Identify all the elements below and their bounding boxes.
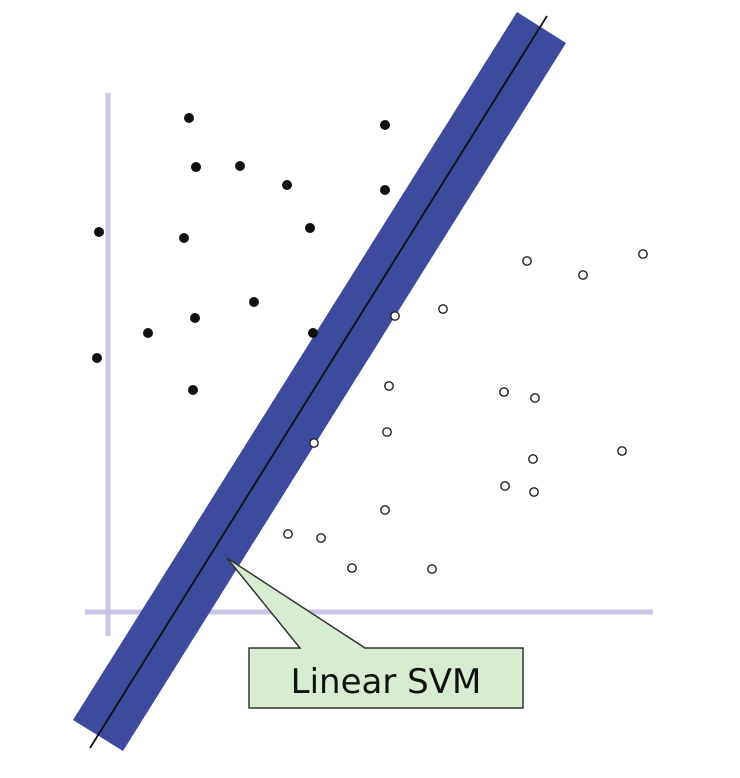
class-a-point [308, 328, 318, 338]
class-a-point [282, 180, 292, 190]
callout-label: Linear SVM [291, 662, 482, 702]
class-a-point [190, 313, 200, 323]
class-b-point [530, 393, 540, 403]
class-b-point [499, 387, 509, 397]
class-b-point [347, 563, 357, 573]
class-b-point [427, 564, 437, 574]
class-b-point [578, 270, 588, 280]
class-b-point [380, 505, 390, 515]
class-b-point [316, 533, 326, 543]
class-a-points [92, 113, 390, 395]
class-a-point [305, 223, 315, 233]
callout-shape [226, 557, 524, 709]
class-b-point [638, 249, 648, 259]
class-b-point [283, 529, 293, 539]
class-b-point [390, 311, 400, 321]
class-a-point [191, 162, 201, 172]
class-a-point [188, 385, 198, 395]
class-b-point [522, 256, 532, 266]
decision-boundary [89, 15, 548, 749]
class-a-point [380, 185, 390, 195]
class-b-points [283, 249, 648, 574]
class-b-point [528, 454, 538, 464]
class-a-point [235, 161, 245, 171]
class-a-point [380, 120, 390, 130]
class-b-point [382, 427, 392, 437]
class-a-point [94, 227, 104, 237]
class-a-point [143, 328, 153, 338]
class-b-point [384, 381, 394, 391]
class-b-point [309, 438, 319, 448]
callout: Linear SVM [226, 557, 524, 709]
class-a-point [249, 297, 259, 307]
class-b-point [500, 481, 510, 491]
class-a-point [92, 353, 102, 363]
class-a-point [179, 233, 189, 243]
class-b-point [617, 446, 627, 456]
class-b-point [438, 304, 448, 314]
class-a-point [184, 113, 194, 123]
class-b-point [529, 487, 539, 497]
